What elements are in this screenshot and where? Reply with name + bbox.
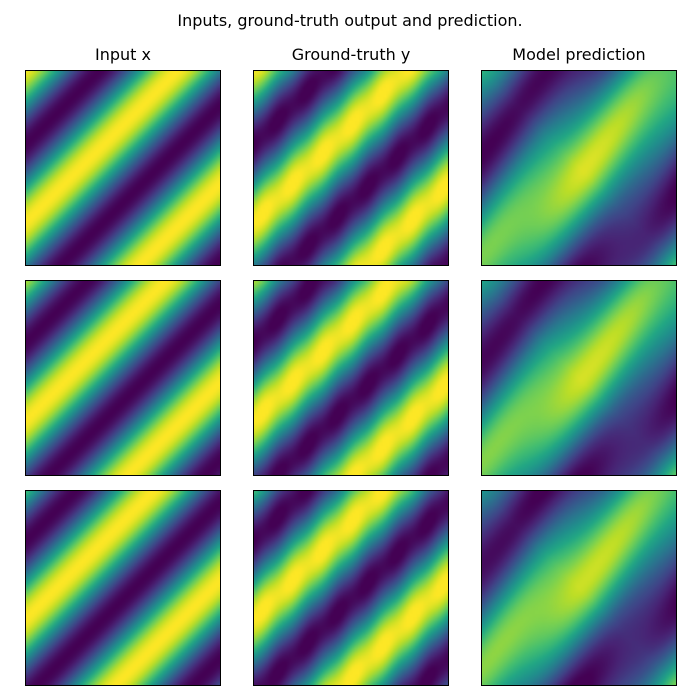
col-title-input: Input x xyxy=(95,45,151,64)
heatmap-canvas-truth-row-3 xyxy=(254,491,448,685)
col-title-truth: Ground-truth y xyxy=(291,45,411,64)
heatmap-input-row-3 xyxy=(25,490,221,686)
heatmap-input-row-1 xyxy=(25,70,221,266)
col-title-prediction: Model prediction xyxy=(512,45,646,64)
heatmap-truth-row-1 xyxy=(253,70,449,266)
heatmap-prediction-row-1 xyxy=(481,70,677,266)
heatmap-canvas-prediction-row-3 xyxy=(482,491,676,685)
heatmap-canvas-input-row-1 xyxy=(26,71,220,265)
heatmap-truth-row-3 xyxy=(253,490,449,686)
heatmap-canvas-truth-row-1 xyxy=(254,71,448,265)
heatmap-canvas-input-row-3 xyxy=(26,491,220,685)
heatmap-canvas-truth-row-2 xyxy=(254,281,448,475)
heatmap-canvas-input-row-2 xyxy=(26,281,220,475)
heatmap-canvas-prediction-row-2 xyxy=(482,281,676,475)
heatmap-canvas-prediction-row-1 xyxy=(482,71,676,265)
heatmap-input-row-2 xyxy=(25,280,221,476)
heatmap-truth-row-2 xyxy=(253,280,449,476)
figure-title: Inputs, ground-truth output and predicti… xyxy=(177,11,523,30)
heatmap-prediction-row-3 xyxy=(481,490,677,686)
heatmap-prediction-row-2 xyxy=(481,280,677,476)
